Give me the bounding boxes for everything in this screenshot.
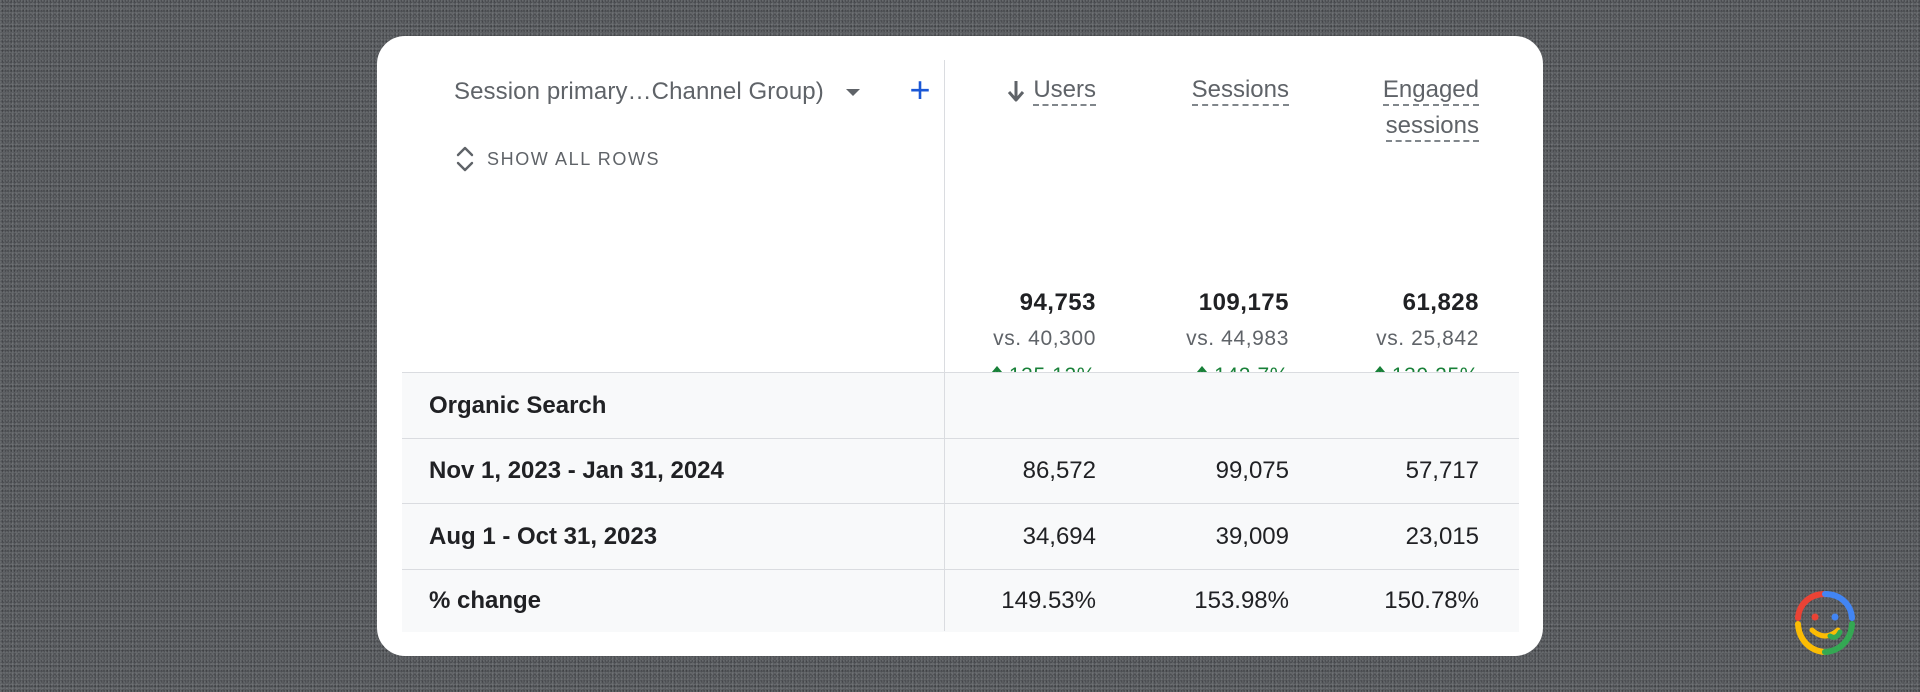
total-value: 94,753 [1019, 289, 1096, 316]
arrow-down-icon [1008, 80, 1025, 102]
table-row[interactable]: Nov 1, 2023 - Jan 31, 2024 86,572 99,075… [402, 438, 1519, 503]
row-label: Nov 1, 2023 - Jan 31, 2024 [429, 457, 724, 484]
table-row[interactable]: Aug 1 - Oct 31, 2023 34,694 39,009 23,01… [402, 503, 1519, 569]
column-header-label: sessions [1385, 112, 1479, 142]
column-header-label: Engaged [1382, 76, 1479, 106]
compare-value: vs. 25,842 [1376, 327, 1479, 350]
total-value: 61,828 [1402, 289, 1479, 316]
table-row[interactable]: % change 149.53% 153.98% 150.78% [402, 569, 1519, 632]
add-dimension-button[interactable]: + [909, 69, 931, 110]
cell-sessions: 39,009 [1215, 523, 1289, 550]
cell-engaged-sessions: 57,717 [1405, 457, 1479, 484]
totals-users: 94,753 vs. 40,300 135.12% [990, 286, 1096, 394]
cell-sessions: 153.98% [1194, 587, 1289, 614]
column-header-label: Sessions [1191, 76, 1289, 106]
unfold-icon [456, 146, 474, 172]
column-header-label: Users [1033, 76, 1096, 106]
compare-value: vs. 44,983 [1186, 327, 1289, 350]
show-all-rows-label: SHOW ALL ROWS [487, 148, 661, 169]
column-header-users[interactable]: Users [1007, 72, 1096, 108]
google-analytics-logo [1795, 591, 1855, 655]
table-row-channel[interactable]: Organic Search [402, 372, 1519, 438]
row-label: % change [429, 587, 542, 614]
caret-down-icon[interactable] [845, 88, 860, 96]
cell-users: 149.53% [1001, 587, 1096, 614]
show-all-rows-button[interactable]: SHOW ALL ROWS [454, 142, 660, 176]
cell-users: 86,572 [1022, 457, 1096, 484]
cell-engaged-sessions: 150.78% [1384, 587, 1479, 614]
row-label: Organic Search [429, 392, 607, 419]
cell-users: 34,694 [1022, 523, 1096, 550]
row-label: Aug 1 - Oct 31, 2023 [429, 523, 658, 550]
report-card: Session primary…Channel Group) + SHOW AL… [377, 36, 1543, 656]
column-header-sessions[interactable]: Sessions [1191, 72, 1289, 108]
dimension-label: Session primary…Channel Group) [454, 78, 824, 105]
cell-engaged-sessions: 23,015 [1405, 523, 1479, 550]
column-header-engaged-sessions[interactable]: Engaged sessions [1382, 72, 1479, 144]
column-divider [944, 372, 945, 631]
column-divider [944, 60, 945, 631]
total-value: 109,175 [1198, 289, 1289, 316]
compare-value: vs. 40,300 [993, 327, 1096, 350]
cell-sessions: 99,075 [1215, 457, 1289, 484]
data-table: Session primary…Channel Group) + SHOW AL… [402, 36, 1519, 632]
dimension-selector[interactable]: Session primary…Channel Group) [454, 76, 860, 108]
